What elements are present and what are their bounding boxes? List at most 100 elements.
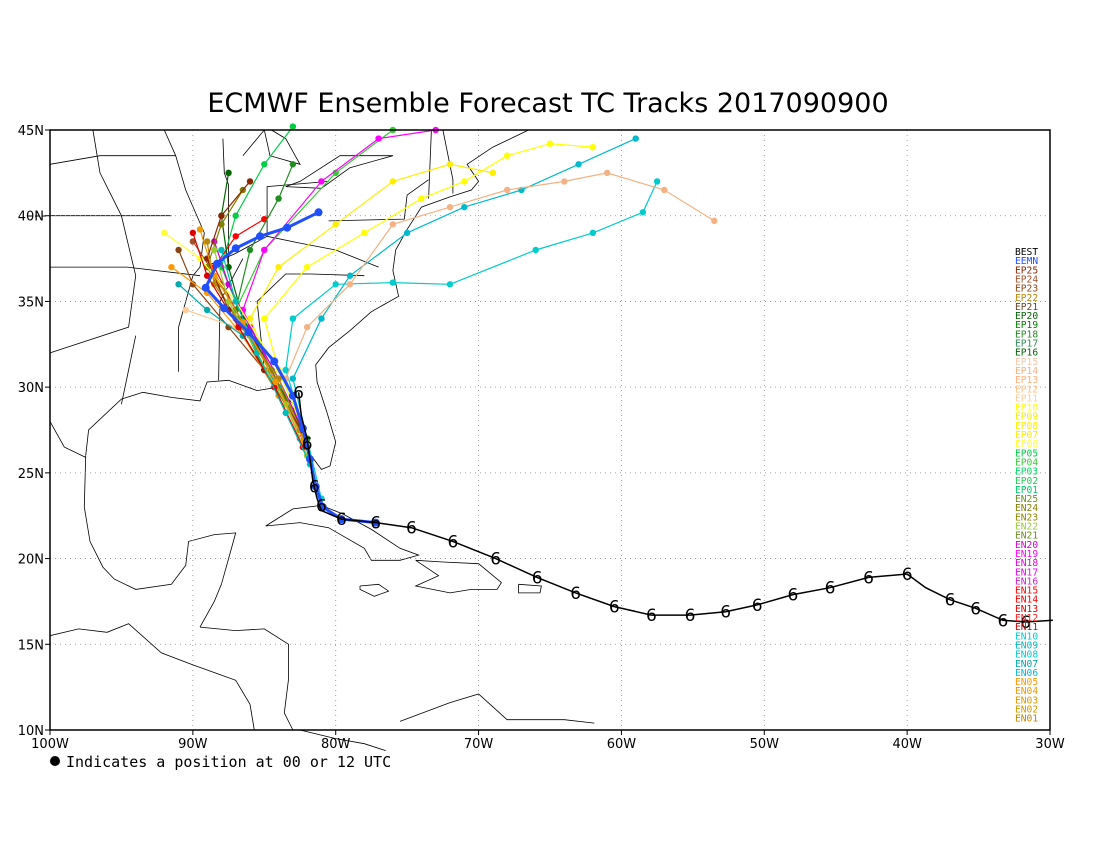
lat-tick-label: 15N bbox=[18, 638, 44, 653]
mean-position-point bbox=[270, 357, 279, 366]
legend-entry: EN18 bbox=[1015, 558, 1038, 569]
ensemble-mean-track bbox=[201, 208, 380, 527]
legend-entry: EP22 bbox=[1015, 293, 1038, 304]
legend-entry: EN07 bbox=[1015, 659, 1038, 670]
legend-entry: EP25 bbox=[1015, 265, 1038, 276]
hurricane-symbol-icon: 6 bbox=[293, 383, 304, 403]
hurricane-symbol-icon: 6 bbox=[309, 478, 320, 498]
legend-entry: EN10 bbox=[1015, 631, 1038, 642]
hurricane-symbol-icon: 6 bbox=[863, 568, 874, 588]
member-position-point bbox=[289, 315, 297, 322]
map-title: ECMWF Ensemble Forecast TC Tracks 201709… bbox=[207, 88, 888, 119]
member-position-point bbox=[203, 306, 211, 314]
legend-entry: EP16 bbox=[1015, 348, 1038, 359]
lon-tick-label: 60W bbox=[607, 737, 637, 752]
legend-entry: EP04 bbox=[1015, 457, 1038, 468]
member-position-point bbox=[489, 169, 497, 177]
hurricane-symbol-icon: 6 bbox=[787, 586, 798, 606]
legend-entry: EP03 bbox=[1015, 467, 1038, 478]
member-position-point bbox=[375, 135, 382, 142]
lat-tick-label: 40N bbox=[18, 210, 44, 225]
hurricane-symbol-icon: 6 bbox=[1020, 613, 1031, 633]
legend-entry: EN05 bbox=[1015, 677, 1038, 688]
legend-entry: EP05 bbox=[1015, 448, 1038, 459]
mean-position-point bbox=[283, 223, 292, 232]
member-position-point bbox=[196, 226, 204, 233]
legend-entry: EP07 bbox=[1015, 430, 1038, 441]
lat-tick-label: 35N bbox=[18, 295, 44, 310]
member-position-point bbox=[446, 203, 454, 211]
member-position-point bbox=[218, 212, 225, 219]
member-position-point bbox=[161, 229, 168, 237]
legend-entry: EN02 bbox=[1015, 705, 1038, 716]
legend-entry: EN14 bbox=[1015, 595, 1038, 606]
member-position-point bbox=[225, 169, 232, 177]
legend-entry: EN13 bbox=[1015, 604, 1038, 615]
lon-tick-label: 40W bbox=[892, 737, 922, 752]
lat-tick-label: 45N bbox=[18, 124, 44, 139]
member-position-point bbox=[168, 263, 175, 271]
member-track bbox=[235, 129, 394, 439]
hurricane-symbol-icon: 6 bbox=[646, 606, 657, 626]
legend-entry: EN01 bbox=[1015, 714, 1038, 725]
member-position-point bbox=[289, 123, 297, 130]
lat-tick-label: 25N bbox=[18, 467, 44, 482]
member-position-point bbox=[332, 221, 339, 228]
hurricane-symbol-icon: 6 bbox=[336, 510, 347, 530]
legend: BESTEEMNEP25EP24EP23EP22EP21EP20EP19EP18… bbox=[1015, 247, 1038, 725]
legend-entry: EP02 bbox=[1015, 476, 1038, 487]
lon-tick-label: 80W bbox=[321, 737, 351, 752]
member-position-point bbox=[261, 315, 268, 322]
member-position-point bbox=[232, 298, 239, 305]
footnote-dot-icon bbox=[50, 756, 60, 766]
legend-entry: EN25 bbox=[1015, 494, 1038, 505]
hurricane-symbol-icon: 6 bbox=[685, 606, 696, 626]
member-position-point bbox=[561, 178, 568, 185]
member-position-point bbox=[589, 229, 597, 237]
member-position-point bbox=[246, 246, 254, 254]
member-track bbox=[263, 143, 593, 439]
legend-entry: EP17 bbox=[1015, 339, 1038, 350]
member-position-point bbox=[232, 233, 239, 240]
lon-tick-label: 70W bbox=[464, 737, 494, 752]
hurricane-symbol-icon: 6 bbox=[447, 532, 458, 552]
member-position-point bbox=[261, 246, 268, 254]
member-position-point bbox=[282, 409, 289, 417]
coastlines bbox=[49, 129, 595, 751]
member-position-point bbox=[639, 209, 647, 216]
member-position-point bbox=[332, 281, 339, 288]
member-position-point bbox=[303, 323, 311, 331]
member-track bbox=[213, 241, 308, 439]
member-position-point bbox=[461, 203, 468, 211]
member-position-point bbox=[175, 281, 182, 288]
legend-entry: EP24 bbox=[1015, 274, 1038, 285]
legend-entry: EN03 bbox=[1015, 695, 1038, 706]
member-position-point bbox=[346, 281, 354, 288]
legend-entry: EP21 bbox=[1015, 302, 1038, 313]
hurricane-symbol-icon: 6 bbox=[570, 584, 581, 604]
mean-position-point bbox=[231, 244, 240, 253]
legend-entry: EN20 bbox=[1015, 540, 1038, 551]
member-position-point bbox=[446, 161, 454, 168]
member-position-point bbox=[661, 186, 668, 194]
member-position-point bbox=[246, 315, 254, 322]
hurricane-symbol-icon: 6 bbox=[609, 598, 620, 618]
mean-position-point bbox=[213, 259, 222, 268]
member-position-point bbox=[203, 272, 211, 279]
member-position-point bbox=[653, 178, 661, 185]
hurricane-symbol-icon: 6 bbox=[945, 591, 956, 611]
legend-entry: EP09 bbox=[1015, 412, 1038, 423]
member-position-point bbox=[461, 178, 468, 185]
lat-tick-label: 20N bbox=[18, 553, 44, 568]
member-position-point bbox=[175, 246, 182, 254]
legend-entry: BEST bbox=[1015, 247, 1038, 258]
legend-entry: EN08 bbox=[1015, 650, 1038, 661]
member-position-point bbox=[403, 229, 411, 237]
member-position-point bbox=[225, 298, 232, 305]
member-position-point bbox=[203, 238, 211, 245]
footnote: Indicates a position at 00 or 12 UTC bbox=[66, 753, 391, 771]
lat-lon-grid bbox=[50, 130, 1050, 730]
legend-entry: EP12 bbox=[1015, 384, 1038, 395]
legend-entry: EN23 bbox=[1015, 512, 1038, 523]
